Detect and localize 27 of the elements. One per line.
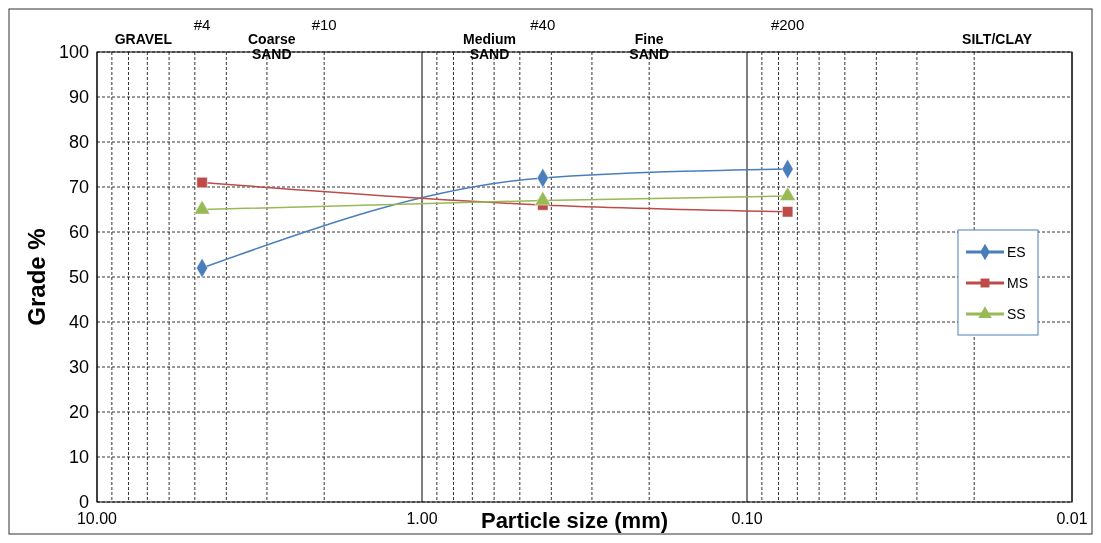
y-axis-title: Grade % [23, 228, 50, 326]
y-tick-label: 90 [68, 87, 89, 107]
y-tick-label: 20 [68, 402, 89, 422]
x-tick-label: 0.01 [1056, 510, 1088, 527]
text: #40 [530, 16, 556, 33]
text: #4 [193, 16, 211, 33]
legend-label: MS [1007, 275, 1028, 291]
y-tick-label: 30 [68, 357, 89, 377]
text: #10 [311, 16, 337, 33]
text: GRAVEL [114, 31, 173, 47]
y-tick-label: 0 [78, 492, 89, 512]
y-tick-label: 70 [68, 177, 89, 197]
y-tick-label: 50 [68, 267, 89, 287]
x-tick-label: 0.10 [731, 510, 763, 527]
legend-label: ES [1007, 244, 1026, 260]
text: SILT/CLAY [962, 31, 1033, 47]
x-tick-label: 10.00 [76, 510, 118, 527]
y-tick-label: 40 [68, 312, 89, 332]
x-axis-title: Particle size (mm) [480, 508, 669, 533]
y-tick-label: 80 [68, 132, 89, 152]
legend-label: SS [1007, 306, 1026, 322]
x-tick-label: 1.00 [406, 510, 438, 527]
annotation: Fine SAND [629, 31, 669, 62]
y-tick-label: 60 [68, 222, 89, 242]
text: #200 [770, 16, 805, 33]
y-tick-label: 10 [68, 447, 89, 467]
y-tick-label: 100 [58, 42, 89, 62]
